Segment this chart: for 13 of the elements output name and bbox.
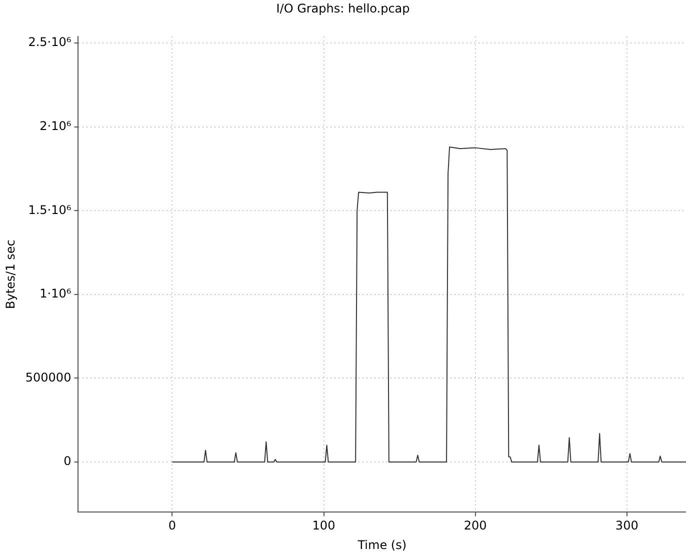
y-tick-label: 2.5·10⁶ (28, 35, 72, 50)
y-tick-label: 0 (64, 454, 72, 468)
y-tick-label: 2·10⁶ (40, 118, 72, 133)
x-tick-label: 0 (168, 518, 176, 533)
y-tick-label: 1·10⁶ (40, 286, 72, 301)
x-tick-label: 100 (312, 518, 336, 533)
x-tick-label: 300 (615, 518, 638, 533)
chart-title: I/O Graphs: hello.pcap (276, 1, 410, 16)
y-tick-label: 1.5·10⁶ (28, 202, 72, 217)
y-axis-title: Bytes/1 sec (3, 240, 18, 310)
x-tick-label: 200 (464, 518, 487, 533)
y-tick-label: 500000 (25, 370, 72, 384)
x-axis-title: Time (s) (356, 538, 407, 552)
